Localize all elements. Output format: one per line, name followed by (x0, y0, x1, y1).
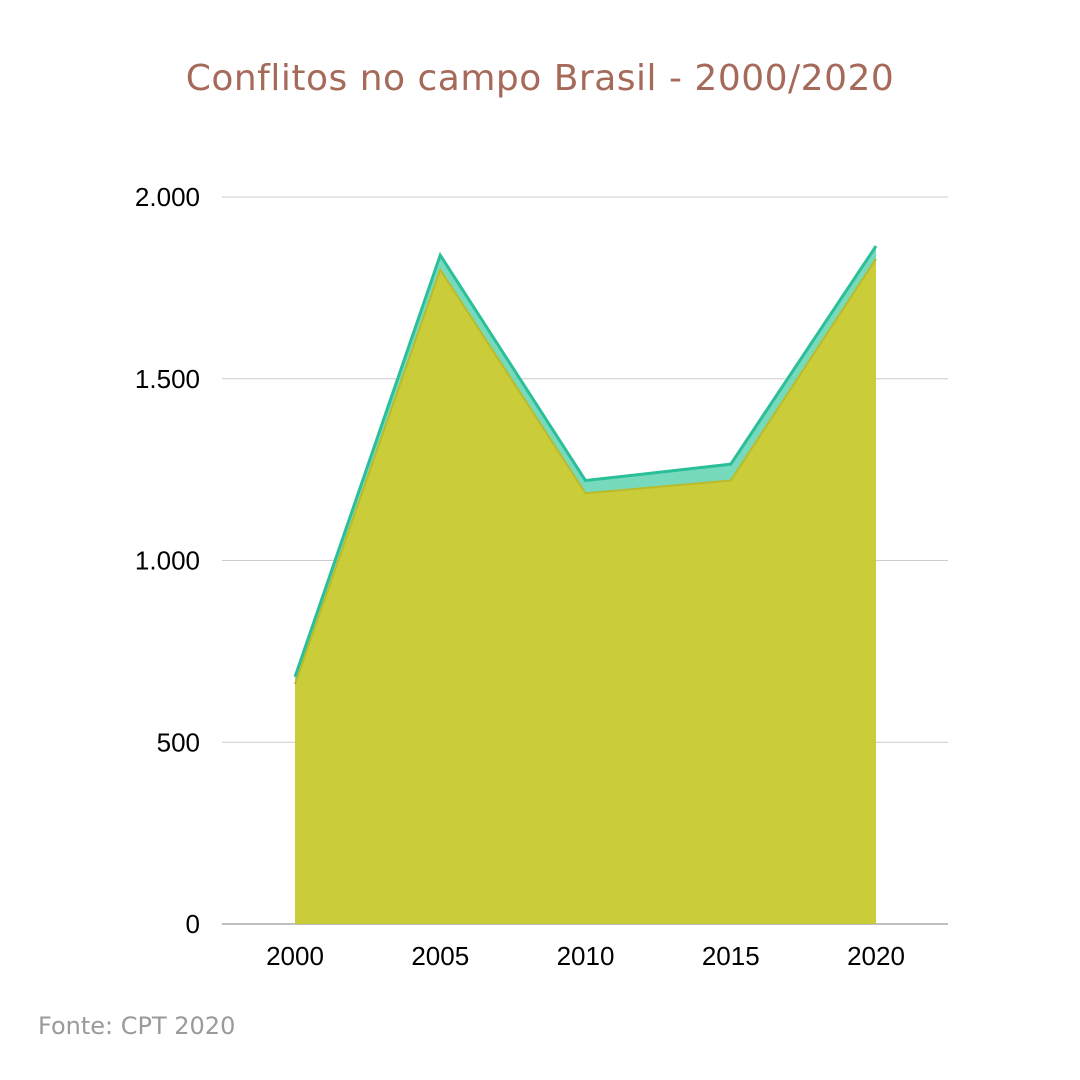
y-tick-label: 1.500 (135, 364, 200, 394)
chart-title: Conflitos no campo Brasil - 2000/2020 (185, 58, 895, 99)
x-tick-label: 2010 (557, 941, 615, 971)
y-tick-label: 1.000 (135, 546, 200, 576)
y-tick-label: 500 (157, 727, 200, 757)
area-series-bottom (295, 258, 876, 924)
area-series (293, 245, 878, 924)
line-series-bottom (294, 258, 877, 685)
x-tick-label: 2000 (266, 941, 324, 971)
y-tick-label: 0 (186, 909, 200, 939)
x-tick-label: 2005 (411, 941, 469, 971)
source-note: Fonte: CPT 2020 (38, 1012, 236, 1040)
x-tick-label: 2020 (847, 941, 905, 971)
y-tick-label: 2.000 (135, 182, 200, 212)
line-series-top (293, 245, 878, 678)
y-axis-ticks: 0 500 1.000 1.500 2.000 (135, 182, 200, 939)
x-axis-ticks: 2000 2005 2010 2015 2020 (266, 941, 905, 971)
x-tick-label: 2015 (702, 941, 760, 971)
